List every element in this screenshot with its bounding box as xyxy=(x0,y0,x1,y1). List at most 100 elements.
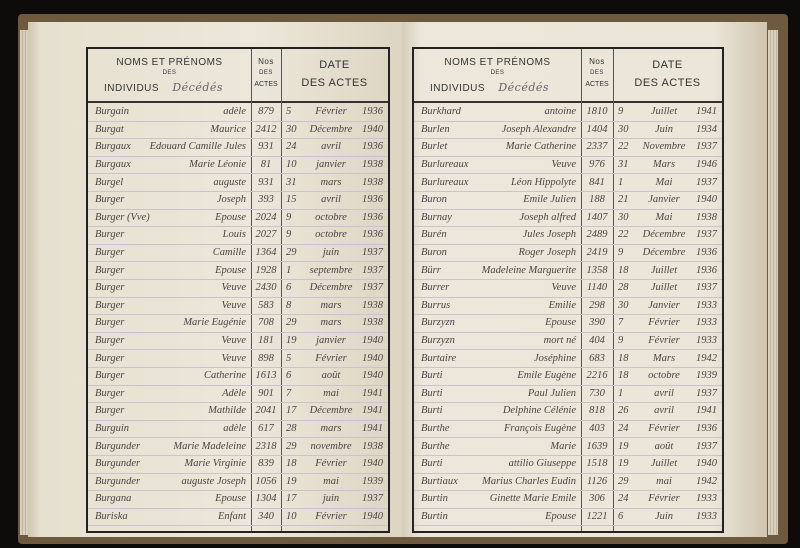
date-cell: 29 mars 1938 xyxy=(281,314,388,332)
act-number: 2027 xyxy=(255,229,277,241)
given-names: Delphine Célénie xyxy=(502,405,576,417)
year: 1938 xyxy=(362,440,383,452)
given-names: Epouse xyxy=(545,511,576,523)
table-row: Buron Emile Julien 188 21 Janvier 1940 xyxy=(414,191,722,210)
table-row: Burlureaux Léon Hippolyte 841 1 Mai 1937 xyxy=(414,173,722,192)
header-date: DATE xyxy=(319,59,350,71)
year: 1933 xyxy=(696,493,717,505)
date-cell: 19 août 1937 xyxy=(613,437,722,455)
day: 19 xyxy=(618,440,629,452)
year: 1934 xyxy=(696,123,717,135)
surname: Burti xyxy=(421,458,443,470)
given-names: Adèle xyxy=(222,387,246,399)
act-number: 298 xyxy=(589,299,605,311)
given-names: Joseph alfred xyxy=(519,211,576,223)
month: Janvier xyxy=(648,194,680,206)
table-row: Burgel auguste 931 31 mars 1938 xyxy=(88,173,388,192)
year: 1940 xyxy=(362,370,383,382)
surname: Burger xyxy=(95,352,125,364)
month: Juillet xyxy=(650,106,678,118)
month: Décembre xyxy=(309,282,353,294)
day: 9 xyxy=(618,335,624,347)
year: 1938 xyxy=(362,159,383,171)
date-cell: 24 avril 1936 xyxy=(281,138,388,156)
act-number-cell: 1304 xyxy=(251,490,281,508)
year: 1938 xyxy=(696,211,717,223)
act-number: 898 xyxy=(258,352,274,364)
date-cell: 9 Juillet 1941 xyxy=(613,103,722,121)
table-row: Burén Jules Joseph 2489 22 Décembre 1937 xyxy=(414,226,722,245)
act-number: 976 xyxy=(589,159,605,171)
act-number-cell: 617 xyxy=(251,420,281,438)
day: 26 xyxy=(618,405,629,417)
surname: Burrer xyxy=(421,282,450,294)
given-names: Marius Charles Eudin xyxy=(482,475,576,487)
act-number: 393 xyxy=(258,194,274,206)
act-number: 2318 xyxy=(255,440,277,452)
name-cell: Burger (Vve) Epouse xyxy=(88,209,251,227)
surname: Burgat xyxy=(95,123,124,135)
name-cell: Burtin Epouse xyxy=(414,508,581,526)
act-number: 2024 xyxy=(255,211,277,223)
act-number-cell: 390 xyxy=(581,314,613,332)
name-cell: Burtaire Joséphine xyxy=(414,349,581,367)
header-individus-label: INDIVIDUS xyxy=(430,83,486,94)
given-names: Veuve xyxy=(221,299,246,311)
act-number-cell: 976 xyxy=(581,156,613,174)
year: 1938 xyxy=(362,317,383,329)
month: juin xyxy=(322,493,340,505)
date-cell: 24 Février 1936 xyxy=(613,420,722,438)
year: 1933 xyxy=(696,317,717,329)
year: 1941 xyxy=(696,106,717,118)
year: 1936 xyxy=(696,247,717,259)
date-cell: 19 janvier 1940 xyxy=(281,332,388,350)
act-number: 390 xyxy=(589,317,605,329)
given-names: Marie xyxy=(550,440,576,452)
act-number: 1404 xyxy=(586,123,608,135)
surname: Burger xyxy=(95,370,125,382)
day: 29 xyxy=(618,475,629,487)
surname: Burtaire xyxy=(421,352,457,364)
table-header: NOMS ET PRÉNOMS DES INDIVIDUS Décédés No… xyxy=(88,49,388,103)
year: 1942 xyxy=(696,352,717,364)
day: 30 xyxy=(618,123,629,135)
month: Février xyxy=(315,106,347,118)
month: mai xyxy=(656,475,672,487)
act-number-cell: 2024 xyxy=(251,209,281,227)
name-cell: Burén Jules Joseph xyxy=(414,226,581,244)
day: 29 xyxy=(286,247,297,259)
year: 1939 xyxy=(696,370,717,382)
name-cell: Burti Emile Eugène xyxy=(414,367,581,385)
year: 1936 xyxy=(362,229,383,241)
given-names: Veuve xyxy=(551,159,576,171)
act-number-cell: 931 xyxy=(251,173,281,191)
year: 1941 xyxy=(362,423,383,435)
month: Décembre xyxy=(309,405,353,417)
table-row: Burti Paul Julien 730 1 avril 1937 xyxy=(414,385,722,404)
table-row: Bürr Madeleine Marguerite 1358 18 Juillet 193… xyxy=(414,261,722,280)
act-number: 1928 xyxy=(255,264,277,276)
date-cell: 6 Décembre 1937 xyxy=(281,279,388,297)
act-number-cell: 188 xyxy=(581,191,613,209)
given-names: Mathilde xyxy=(208,405,246,417)
day: 22 xyxy=(618,229,629,241)
day: 10 xyxy=(286,511,297,523)
date-cell: 19 mai 1939 xyxy=(281,473,388,491)
name-cell: Burtiaux Marius Charles Eudin xyxy=(414,473,581,491)
year: 1941 xyxy=(362,387,383,399)
act-number-cell: 898 xyxy=(251,349,281,367)
header-individus: INDIVIDUS Décédés xyxy=(88,81,251,94)
day: 5 xyxy=(286,106,292,118)
name-cell: Burgel auguste xyxy=(88,173,251,191)
given-names: Ginette Marie Emile xyxy=(489,493,576,505)
given-names: auguste Joseph xyxy=(181,475,246,487)
column-divider xyxy=(613,49,614,531)
name-cell: Burger Veuve xyxy=(88,279,251,297)
name-cell: Burgana Epouse xyxy=(88,490,251,508)
given-names: adèle xyxy=(223,423,246,435)
day: 24 xyxy=(618,493,629,505)
header-no-actes: ACTES xyxy=(585,81,609,88)
surname: Bürr xyxy=(421,264,441,276)
surname: Burger xyxy=(95,405,125,417)
act-number-cell: 2489 xyxy=(581,226,613,244)
